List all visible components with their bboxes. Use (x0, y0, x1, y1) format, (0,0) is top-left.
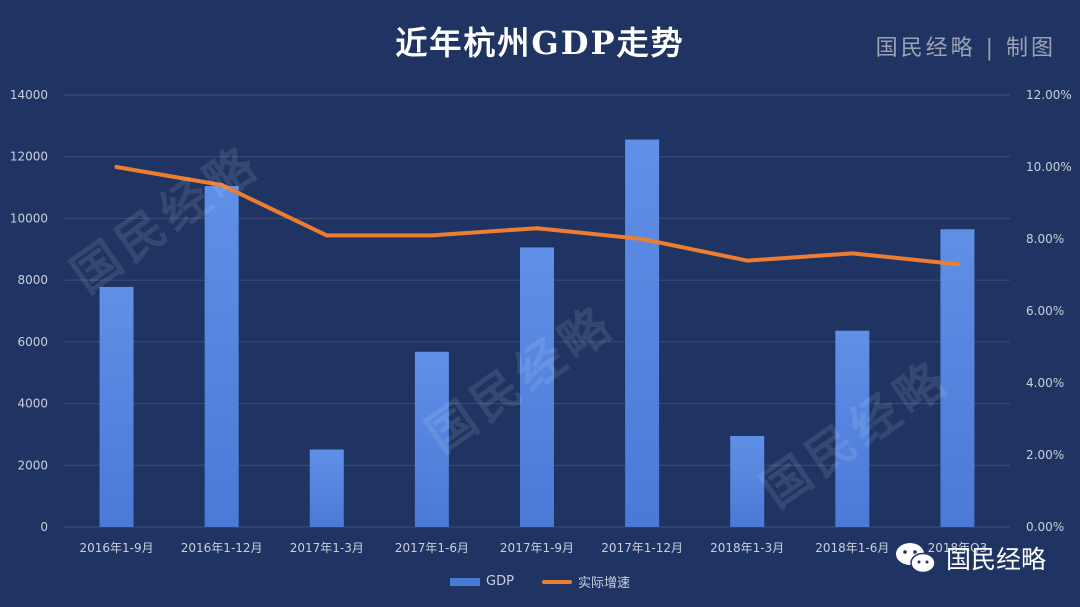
growth-point (640, 237, 645, 241)
legend-label-gdp: GDP (486, 574, 514, 589)
y-left-tick-label: 4000 (17, 397, 48, 411)
y-left-tick-label: 12000 (10, 150, 48, 164)
growth-point (955, 262, 960, 267)
wechat-icon (895, 543, 936, 574)
gdp-bar (835, 330, 870, 527)
gdp-bar (940, 229, 975, 527)
x-tick-label: 2018年Q3 (928, 541, 988, 555)
y-left-tick-label: 10000 (10, 211, 48, 225)
x-tick-label: 2017年1-6月 (395, 541, 469, 555)
legend-label-growth: 实际增速 (577, 576, 630, 591)
y-right-tick-label: 8.00% (1026, 232, 1064, 246)
growth-point (850, 251, 855, 256)
gdp-bar (414, 351, 449, 527)
x-tick-label: 2016年1-9月 (79, 541, 153, 555)
gdp-bar (730, 435, 765, 527)
y-right-tick-label: 4.00% (1026, 376, 1064, 390)
y-right-tick-label: 12.00% (1026, 88, 1072, 102)
growth-point (535, 226, 539, 231)
y-left-tick-label: 0 (40, 520, 48, 534)
gdp-bar (625, 139, 660, 527)
gdp-bar (520, 247, 554, 528)
chart-title: 近年杭州GDP走势 (395, 24, 685, 62)
chart-legend: GDP 实际增速 (0, 572, 1080, 591)
x-tick-label: 2017年1-3月 (290, 541, 364, 555)
y-right-tick-label: 6.00% (1026, 304, 1064, 318)
x-tick-label: 2017年1-12月 (601, 541, 683, 555)
x-tick-label: 2017年1-9月 (500, 541, 574, 555)
growth-point (114, 165, 119, 169)
gdp-bar (204, 186, 239, 527)
growth-point (324, 233, 329, 238)
legend-swatch-gdp (450, 577, 481, 586)
y-left-tick-label: 8000 (17, 273, 48, 287)
growth-point (219, 183, 224, 187)
footer-brand: 国民经略 (894, 540, 1046, 576)
brand-tag: 国民经略 | 制图 (875, 36, 1056, 61)
y-right-tick-label: 10.00% (1026, 160, 1072, 174)
y-left-tick-label: 6000 (17, 335, 48, 349)
x-tick-label: 2018年1-3月 (710, 541, 784, 555)
growth-point (429, 233, 434, 238)
gdp-bar (99, 286, 134, 527)
legend-item-growth: 实际增速 (541, 572, 630, 591)
x-tick-label: 2016年1-12月 (181, 541, 263, 555)
growth-point (745, 258, 750, 263)
y-right-tick-label: 2.00% (1026, 448, 1064, 462)
x-tick-label: 2018年1-6月 (815, 541, 889, 555)
y-left-tick-label: 2000 (17, 458, 48, 472)
legend-swatch-growth (541, 579, 572, 584)
y-right-tick-label: 0.00% (1026, 520, 1064, 534)
footer-brand-label: 国民经略 (945, 545, 1046, 574)
gdp-bar (309, 449, 344, 527)
legend-item-gdp: GDP (450, 572, 514, 591)
y-left-tick-label: 14000 (10, 88, 48, 102)
